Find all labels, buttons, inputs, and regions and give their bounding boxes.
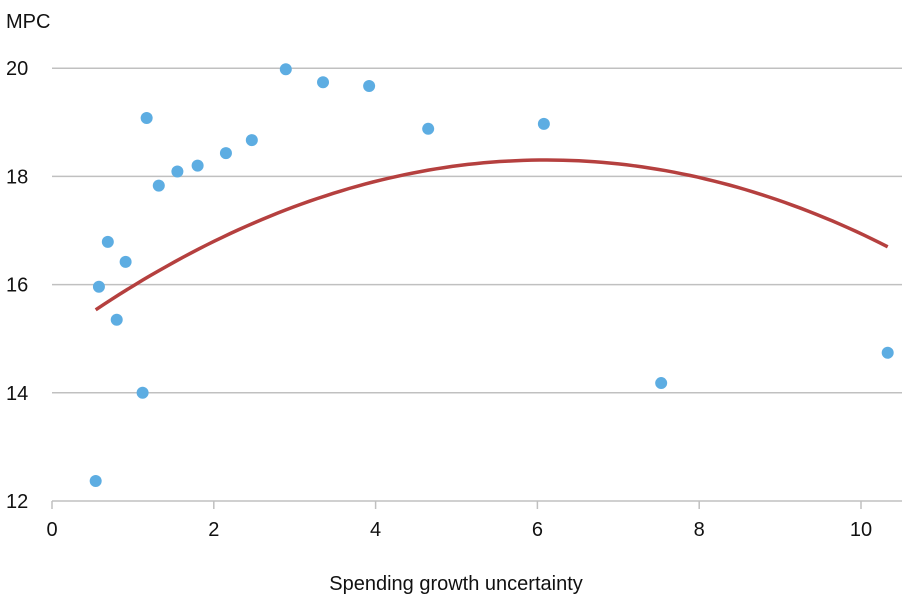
x-tick-label: 10 xyxy=(850,519,872,541)
fit-curve-group xyxy=(94,158,889,312)
y-tick-label: 14 xyxy=(6,383,28,405)
data-point xyxy=(279,63,292,76)
data-point xyxy=(110,313,123,326)
x-tick-label: 2 xyxy=(208,519,219,541)
y-tick-label: 18 xyxy=(6,166,28,188)
y-tick-labels: 12 14 16 18 20 xyxy=(6,58,28,513)
fit-curve xyxy=(94,158,889,312)
data-point xyxy=(422,122,435,135)
data-point xyxy=(140,111,153,124)
x-tick-label: 0 xyxy=(46,519,57,541)
data-point xyxy=(537,117,550,130)
data-point xyxy=(317,76,330,89)
data-point xyxy=(92,280,105,293)
data-point xyxy=(245,134,258,147)
data-point xyxy=(655,377,668,390)
data-point xyxy=(363,80,376,93)
x-tick-labels: 0 2 4 6 8 10 xyxy=(46,501,872,541)
y-axis-label: MPC xyxy=(6,11,50,33)
data-points xyxy=(89,63,894,487)
data-point xyxy=(219,147,232,160)
y-tick-label: 20 xyxy=(6,58,28,80)
y-tick-label: 16 xyxy=(6,275,28,297)
data-point xyxy=(89,474,102,487)
data-point xyxy=(101,235,114,248)
data-point xyxy=(152,179,165,192)
data-point xyxy=(171,165,184,178)
x-axis-label: Spending growth uncertainty xyxy=(329,573,583,595)
x-tick-label: 8 xyxy=(694,519,705,541)
y-tick-label: 12 xyxy=(6,491,28,513)
data-point xyxy=(136,386,149,399)
data-point xyxy=(119,255,132,268)
data-point xyxy=(191,159,204,172)
gridlines xyxy=(52,67,902,502)
x-tick-label: 6 xyxy=(532,519,543,541)
data-point xyxy=(881,346,894,359)
x-tick-label: 4 xyxy=(370,519,381,541)
